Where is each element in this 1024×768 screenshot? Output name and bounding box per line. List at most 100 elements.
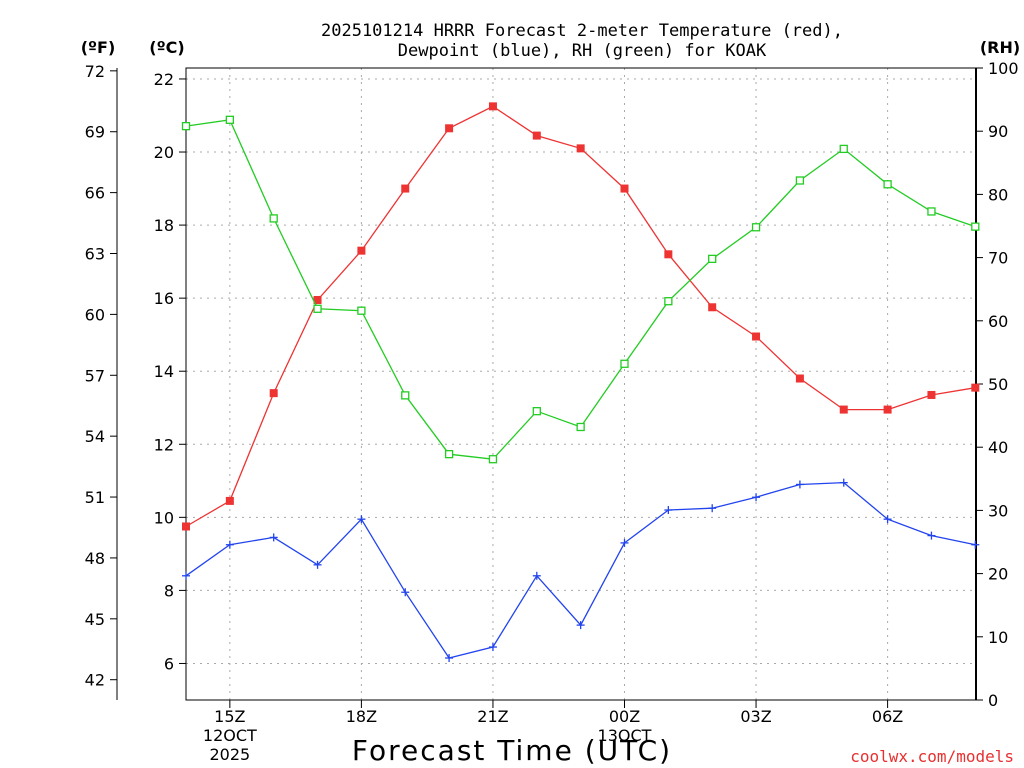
dewpoint-point [357, 515, 366, 524]
celsius-tick-label: 14 [154, 362, 174, 381]
dewpoint-point [313, 560, 322, 569]
x-tick-label: 15Z [214, 707, 245, 726]
dewpoint-point [839, 478, 848, 487]
rh-point [576, 422, 585, 432]
rh-point [883, 180, 892, 189]
celsius-tick-label: 10 [154, 508, 174, 527]
chart-title-line1: 2025101214 HRRR Forecast 2-meter Tempera… [321, 21, 843, 41]
fahrenheit-tick-label: 66 [85, 184, 105, 203]
x-tick-label: 00Z [609, 707, 640, 726]
axis-ticks: 6 8 10 12 14 16 18 20 22 42 45 48 51 54 57 60 63 66 69 72 0 1… [85, 59, 1019, 764]
x-tick-label: 21Z [477, 707, 508, 726]
dewpoint-point [664, 506, 673, 515]
rh-point [488, 455, 498, 464]
dewpoint-point [225, 540, 234, 549]
fahrenheit-axis-unit: (ºF) [81, 38, 116, 57]
rh-point [313, 304, 322, 313]
rh-point [927, 207, 936, 216]
dewpoint-point [927, 531, 936, 540]
temperature-point [269, 389, 278, 398]
celsius-tick-label: 6 [164, 654, 174, 673]
rh-point [532, 407, 541, 416]
x-tick-label: 06Z [872, 707, 903, 726]
rh-point [751, 223, 761, 232]
rh-tick-label: 20 [988, 565, 1008, 584]
rh-tick-label: 90 [988, 122, 1008, 141]
temperature-point [532, 131, 541, 140]
x-tick-label: 03Z [740, 707, 771, 726]
dewpoint-point [269, 533, 278, 542]
dewpoint-point [401, 588, 410, 597]
fahrenheit-tick-label: 60 [85, 305, 105, 324]
gridlines [186, 68, 976, 700]
fahrenheit-tick-label: 42 [85, 671, 105, 690]
fahrenheit-tick-label: 48 [85, 549, 105, 568]
temperature-point [445, 124, 454, 133]
temperature-point [182, 522, 190, 531]
fahrenheit-tick-label: 51 [85, 488, 105, 507]
rh-tick-label: 100 [988, 59, 1019, 78]
x-tick-label: 18Z [346, 707, 377, 726]
dewpoint-point [752, 493, 761, 502]
watermark: coolwx.com/models [850, 747, 1014, 766]
dewpoint-point [445, 653, 454, 662]
temperature-point [883, 405, 892, 414]
series-lines [181, 102, 980, 662]
rh-point [620, 359, 629, 368]
rh-point [795, 176, 805, 185]
rh-tick-label: 80 [988, 185, 1008, 204]
temperature-point [708, 303, 717, 312]
temperature-point [313, 295, 322, 304]
rh-point [269, 214, 278, 223]
rh-point [181, 121, 191, 131]
celsius-tick-label: 18 [154, 216, 174, 235]
rh-point [664, 297, 673, 306]
dewpoint-point [620, 538, 629, 547]
temperature-line [185, 105, 976, 528]
rh-tick-label: 40 [988, 438, 1008, 457]
temperature-point [488, 102, 497, 111]
fahrenheit-tick-label: 72 [85, 62, 105, 81]
rh-point [401, 391, 410, 400]
dewpoint-point [488, 643, 497, 652]
x-tick-year: 2025 [209, 745, 250, 764]
rh-line [185, 119, 976, 460]
x-tick-date: 12OCT [203, 726, 257, 745]
dewpoint-point [576, 621, 585, 630]
dewpoint-point [795, 480, 804, 489]
celsius-tick-label: 8 [164, 581, 174, 600]
dewpoint-line [185, 481, 976, 659]
rh-point [444, 450, 454, 459]
temperature-point [664, 250, 673, 259]
fahrenheit-tick-label: 45 [85, 610, 105, 629]
rh-point [357, 306, 366, 315]
temperature-point [225, 496, 234, 505]
rh-tick-label: 70 [988, 249, 1008, 268]
plot-frame [185, 67, 977, 701]
rh-tick-label: 50 [988, 375, 1008, 394]
dewpoint-point [883, 515, 892, 524]
fahrenheit-tick-label: 63 [85, 245, 105, 264]
temperature-point [620, 184, 629, 193]
fahrenheit-tick-label: 54 [85, 427, 105, 446]
rh-point [708, 254, 717, 264]
rh-tick-label: 60 [988, 312, 1008, 331]
temperature-point [795, 374, 804, 383]
temperature-point [401, 184, 410, 193]
fahrenheit-tick-label: 57 [85, 366, 105, 385]
dewpoint-point [708, 504, 717, 513]
temperature-point [357, 246, 366, 255]
rh-point [971, 222, 980, 231]
celsius-axis-unit: (ºC) [149, 38, 184, 57]
dewpoint-point [971, 540, 980, 549]
temperature-point [971, 383, 980, 392]
rh-tick-label: 30 [988, 501, 1008, 520]
temperature-point [576, 144, 585, 153]
temperature-point [839, 405, 848, 414]
chart-title-line2: Dewpoint (blue), RH (green) for KOAK [398, 41, 767, 61]
rh-axis-unit: (RH) [980, 38, 1020, 57]
celsius-tick-label: 20 [154, 143, 174, 162]
temperature-point [927, 390, 936, 399]
rh-tick-label: 10 [988, 628, 1008, 647]
